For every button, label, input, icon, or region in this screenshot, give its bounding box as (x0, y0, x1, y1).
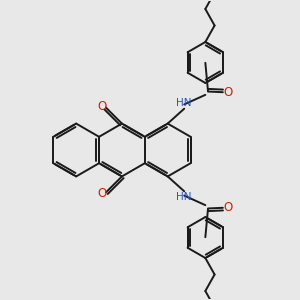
Text: O: O (98, 188, 107, 200)
Text: O: O (223, 86, 232, 99)
Text: HN: HN (176, 98, 192, 108)
Text: O: O (223, 201, 232, 214)
Text: HN: HN (176, 192, 192, 202)
Text: O: O (98, 100, 107, 112)
